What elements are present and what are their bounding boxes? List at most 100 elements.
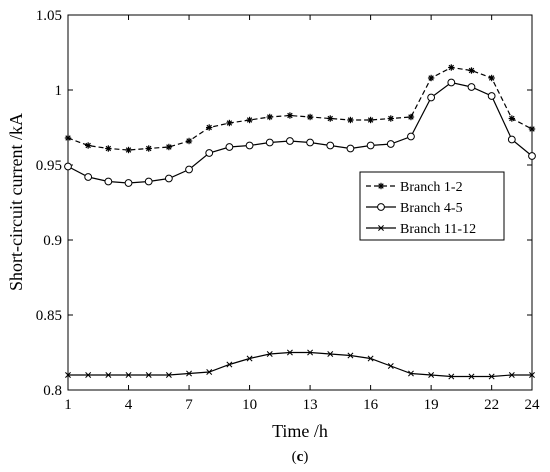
- data-point-branch-1-2: [488, 74, 495, 82]
- data-point-branch-1-2: [206, 124, 213, 131]
- asterisk-stroke: [468, 67, 475, 74]
- data-point-branch-4-5: [205, 149, 214, 157]
- data-point-branch-11-12: [145, 372, 152, 378]
- data-point-branch-11-12: [85, 372, 92, 378]
- x-stroke: [468, 373, 475, 380]
- data-point-branch-4-5: [124, 179, 133, 187]
- y-tick-label: 0.85: [36, 308, 62, 324]
- asterisk-stroke: [488, 75, 495, 81]
- data-point-branch-11-12: [408, 370, 414, 377]
- data-point-branch-11-12: [186, 370, 192, 377]
- data-point-branch-4-5: [245, 141, 254, 150]
- data-point-branch-1-2: [327, 115, 334, 122]
- data-point-branch-4-5: [346, 144, 355, 153]
- asterisk-stroke: [85, 142, 91, 149]
- data-point-branch-11-12: [468, 373, 475, 380]
- data-point-branch-11-12: [286, 349, 293, 356]
- data-point-branch-4-5: [366, 141, 375, 150]
- x-stroke: [206, 369, 213, 375]
- asterisk-stroke: [529, 126, 535, 132]
- asterisk-stroke: [145, 145, 152, 152]
- x-stroke: [508, 372, 515, 378]
- data-point-branch-1-2: [145, 145, 152, 152]
- legend-entry-branch-11-12: Branch 11-12: [366, 222, 476, 237]
- x-stroke: [387, 363, 394, 369]
- asterisk-stroke: [448, 64, 455, 71]
- asterisk-stroke: [65, 135, 71, 141]
- data-point-branch-4-5: [507, 135, 516, 144]
- data-point-branch-11-12: [529, 372, 535, 378]
- x-stroke: [65, 372, 71, 378]
- x-stroke: [226, 361, 233, 368]
- data-point-branch-1-2: [226, 119, 233, 127]
- x-tick-label: 1: [64, 397, 72, 413]
- data-point-branch-4-5: [487, 92, 496, 100]
- data-point-branch-1-2: [508, 115, 516, 122]
- data-point-branch-4-5: [467, 83, 476, 91]
- x-stroke: [448, 373, 455, 380]
- data-point-branch-11-12: [327, 351, 334, 357]
- y-axis-label: Short-circuit current /kA: [6, 113, 26, 291]
- asterisk-stroke: [347, 117, 354, 123]
- x-stroke: [85, 372, 92, 378]
- legend-label-branch-11-12: Branch 11-12: [400, 222, 476, 237]
- data-point-branch-1-2: [468, 67, 475, 74]
- data-point-branch-1-2: [367, 116, 374, 124]
- legend-marker-branch-1-2: [377, 182, 385, 190]
- x-tick-label: 19: [424, 397, 439, 413]
- data-point-branch-4-5: [326, 141, 335, 150]
- x-stroke: [125, 372, 132, 378]
- data-point-branch-4-5: [144, 177, 153, 186]
- legend-label-branch-4-5: Branch 4-5: [400, 201, 463, 216]
- series-line-branch-1-2: [67, 66, 533, 151]
- data-point-branch-1-2: [528, 125, 536, 133]
- asterisk-stroke: [307, 114, 313, 120]
- data-point-branch-1-2: [105, 145, 112, 152]
- data-point-branch-11-12: [508, 372, 515, 378]
- y-tick-label: 1: [55, 83, 63, 99]
- y-tick-label: 0.8: [43, 383, 62, 399]
- data-point-branch-11-12: [125, 372, 132, 378]
- x-stroke: [307, 349, 314, 356]
- asterisk-stroke: [246, 117, 253, 123]
- data-point-branch-11-12: [488, 373, 495, 380]
- asterisk-stroke: [287, 112, 293, 119]
- data-point-branch-11-12: [206, 369, 213, 375]
- data-point-branch-11-12: [226, 361, 233, 368]
- data-point-branch-4-5: [164, 174, 173, 183]
- asterisk-stroke: [388, 115, 394, 122]
- y-tick-label: 0.9: [43, 233, 62, 249]
- data-point-branch-11-12: [165, 372, 172, 378]
- x-stroke: [246, 355, 253, 362]
- asterisk-stroke: [378, 183, 384, 189]
- data-point-branch-11-12: [428, 372, 435, 378]
- data-point-branch-1-2: [84, 142, 92, 149]
- data-point-branch-11-12: [307, 349, 314, 356]
- x-stroke: [145, 372, 152, 378]
- data-point-branch-11-12: [347, 352, 354, 359]
- data-point-branch-4-5: [225, 143, 234, 151]
- data-point-branch-11-12: [105, 372, 112, 378]
- x-tick-label: 24: [525, 397, 541, 413]
- asterisk-stroke: [428, 75, 434, 81]
- data-point-branch-1-2: [246, 116, 253, 124]
- data-point-branch-1-2: [64, 134, 72, 142]
- legend-label-branch-1-2: Branch 1-2: [400, 180, 463, 195]
- x-tick-label: 10: [242, 397, 257, 413]
- x-tick-label: 22: [484, 397, 499, 413]
- data-point-branch-4-5: [286, 137, 294, 145]
- data-point-branch-4-5: [407, 132, 415, 141]
- data-point-branch-1-2: [165, 143, 173, 151]
- x-stroke: [266, 351, 273, 357]
- x-stroke: [367, 355, 374, 362]
- x-axis-label: Time /h: [272, 421, 328, 441]
- series-branch-4-5: [64, 78, 536, 187]
- legend-entry-branch-1-2: Branch 1-2: [366, 180, 463, 195]
- data-point-branch-4-5: [185, 165, 193, 174]
- data-point-branch-4-5: [528, 152, 536, 160]
- asterisk-stroke: [367, 117, 374, 123]
- data-point-branch-4-5: [64, 162, 72, 171]
- data-point-branch-1-2: [448, 64, 455, 71]
- x-stroke: [488, 373, 495, 380]
